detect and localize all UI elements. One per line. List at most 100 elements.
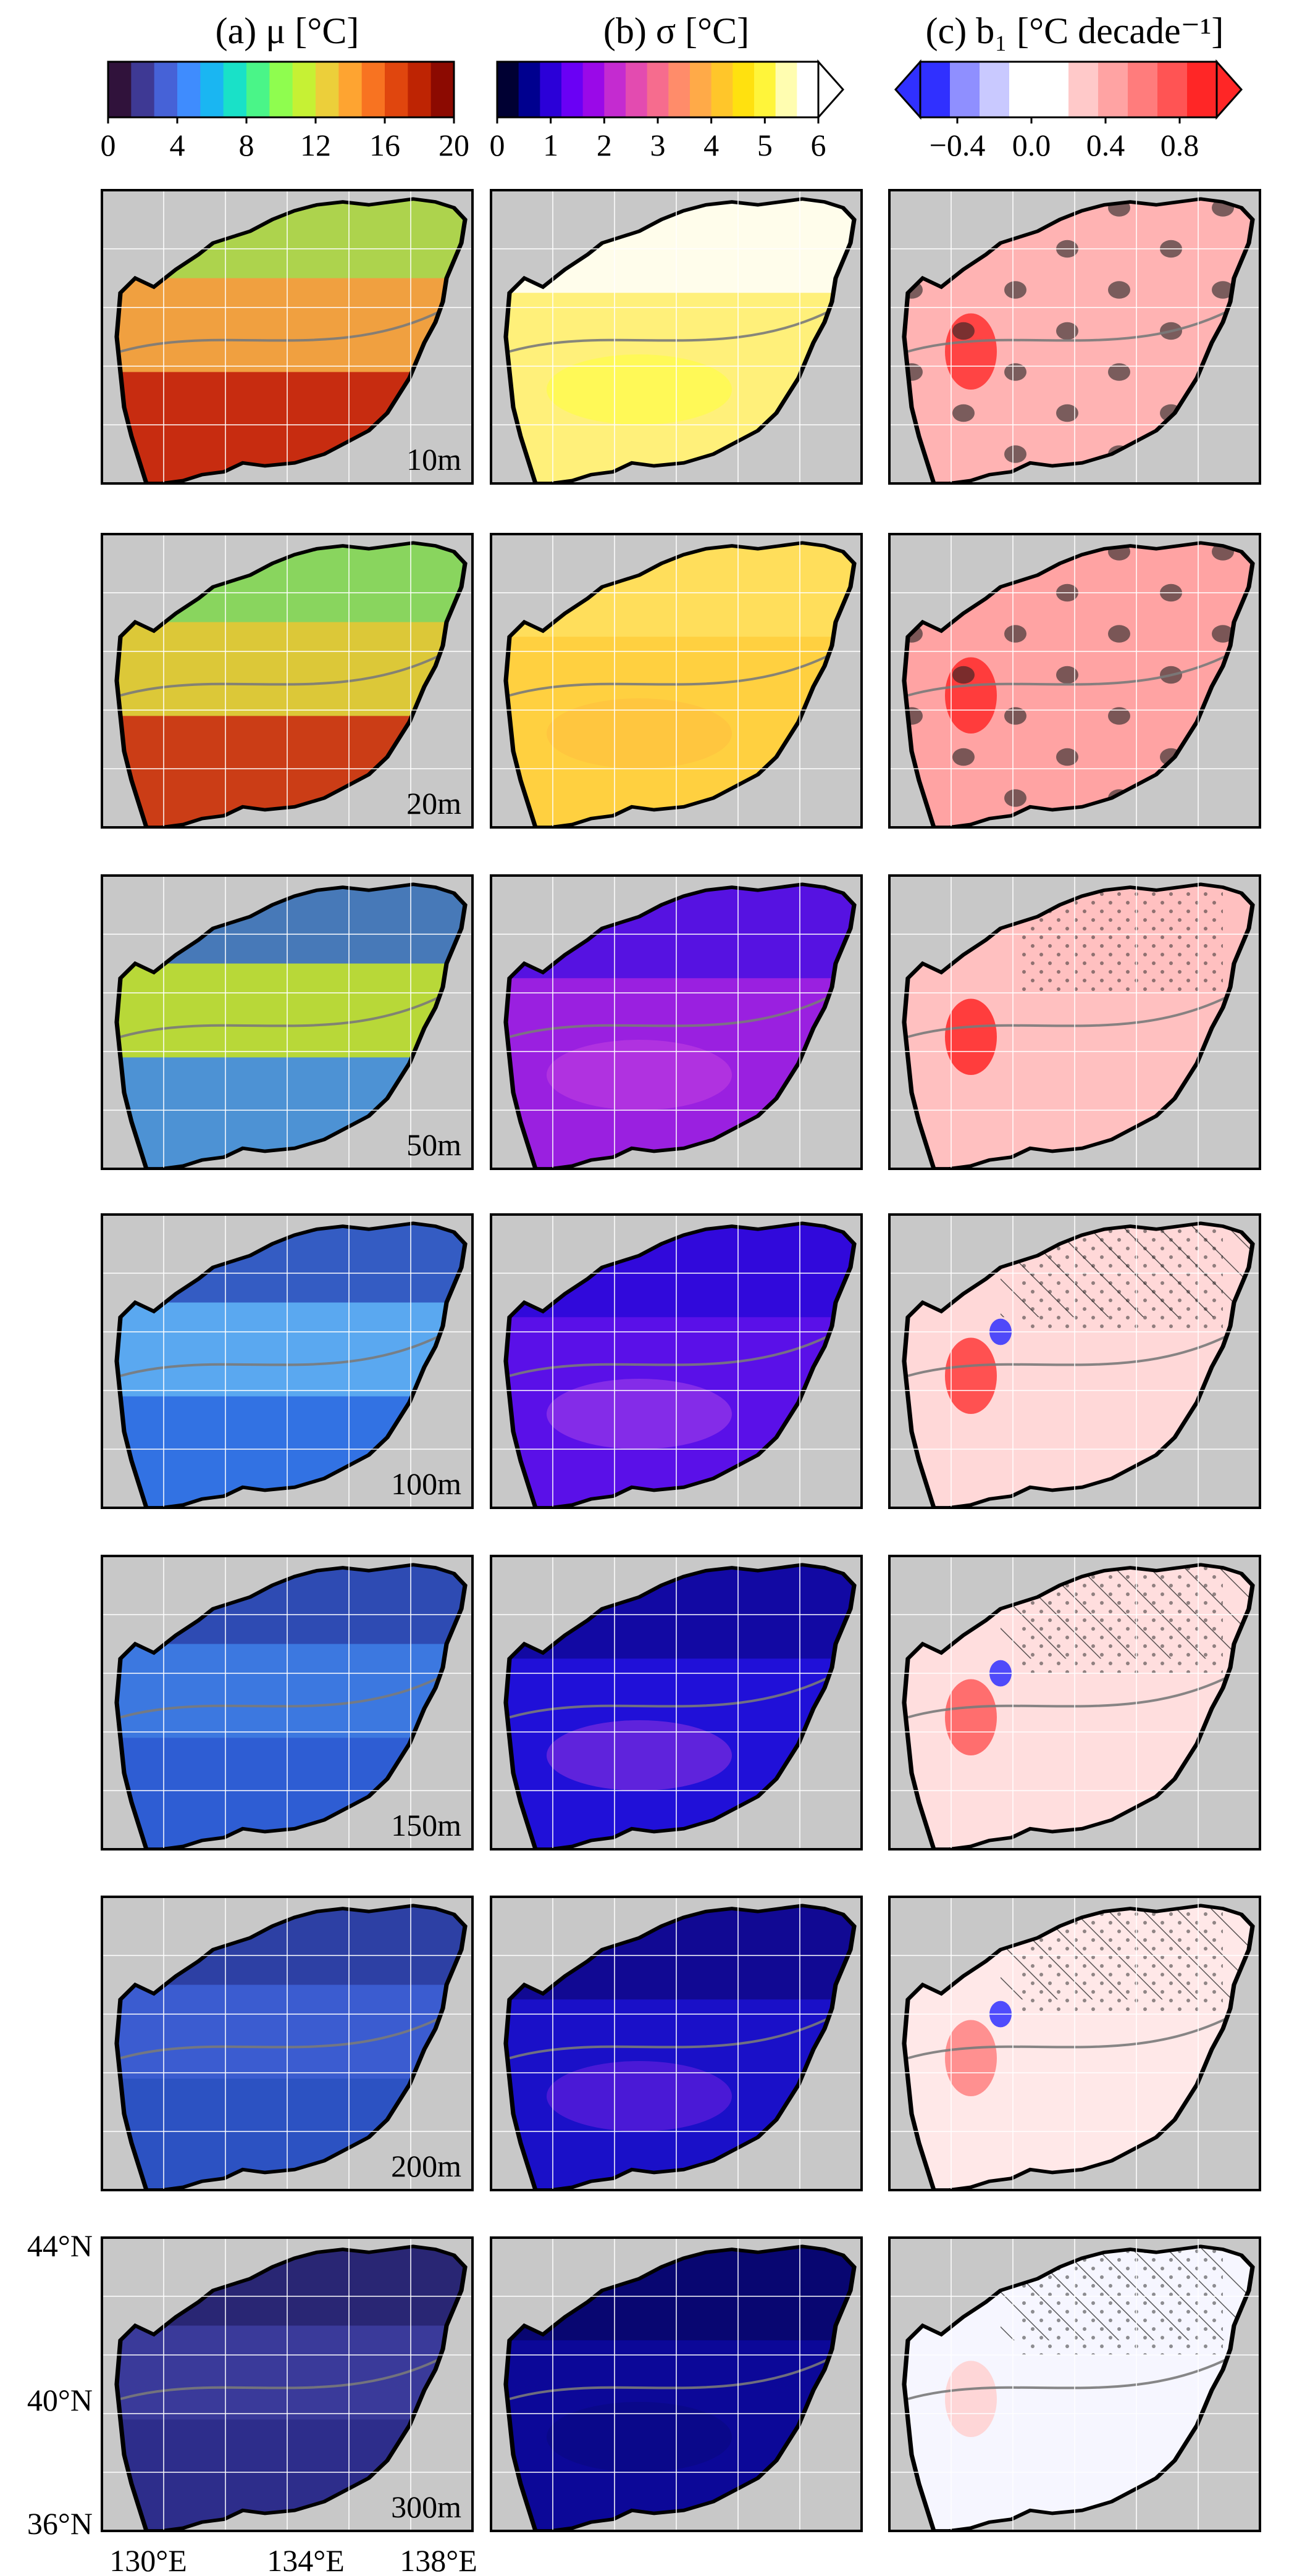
panel-c-150m bbox=[888, 1555, 1261, 1850]
colorbar-swatch bbox=[980, 62, 1010, 117]
colorbar-swatch bbox=[668, 62, 690, 117]
colorbar-tick-label: 0.8 bbox=[1161, 128, 1199, 162]
contour-line bbox=[509, 2013, 837, 2060]
colorbar-swatch bbox=[797, 62, 819, 117]
contour-line bbox=[120, 992, 448, 1039]
panel-frame bbox=[888, 1896, 1261, 2191]
lat-label: 36°N bbox=[27, 2506, 93, 2541]
colorbar-extend-max bbox=[817, 59, 845, 120]
colorbar-tick-label: 8 bbox=[239, 128, 254, 162]
colorbar-sigma: 0 1 2 3 4 5 6 bbox=[490, 59, 845, 162]
panel-frame bbox=[101, 1555, 474, 1850]
lon-label: 130°E bbox=[109, 2543, 187, 2576]
colorbar-swatch bbox=[561, 62, 584, 117]
panel-b-10m bbox=[490, 189, 863, 485]
colorbar-frame bbox=[919, 61, 1218, 119]
gridlines bbox=[102, 1215, 472, 1508]
column-title-c: (c) b₁ [°C decade⁻¹] bbox=[926, 10, 1224, 51]
gridlines bbox=[889, 1215, 1260, 1508]
colorbar-swatch bbox=[711, 62, 733, 117]
gridlines bbox=[889, 2238, 1260, 2531]
panel-frame bbox=[490, 189, 863, 485]
lat-label: 44°N bbox=[27, 2228, 93, 2263]
panel-frame bbox=[888, 2236, 1261, 2532]
colorbar-swatch bbox=[647, 62, 669, 117]
panel-frame bbox=[101, 1896, 474, 2191]
contour-line bbox=[907, 1331, 1236, 1378]
panel-frame bbox=[490, 2236, 863, 2532]
gridlines bbox=[102, 1556, 472, 1849]
panel-frame bbox=[101, 533, 474, 829]
colorbar-tick-label: −0.4 bbox=[930, 128, 986, 162]
colorbar-tick-label: 4 bbox=[703, 128, 719, 162]
panel-b-200m bbox=[490, 1896, 863, 2191]
colorbar-mu: 0 4 8 12 16 20 bbox=[101, 61, 469, 162]
colorbar-swatch bbox=[540, 62, 562, 117]
contour-line bbox=[120, 2013, 448, 2060]
depth-label: 200m bbox=[391, 2149, 461, 2183]
colorbar-extend-min bbox=[894, 59, 921, 120]
gridlines bbox=[102, 190, 472, 483]
colorbar-swatch bbox=[316, 62, 339, 117]
colorbar-swatch bbox=[246, 62, 270, 117]
depth-label: 300m bbox=[391, 2490, 461, 2524]
colorbar-swatch bbox=[154, 62, 178, 117]
colorbar-frame bbox=[107, 61, 455, 119]
colorbar-swatch bbox=[604, 62, 626, 117]
colorbar-tick-label: 12 bbox=[300, 128, 331, 162]
panel-c-20m bbox=[888, 533, 1261, 829]
colorbar-swatch bbox=[690, 62, 712, 117]
colorbar-swatch bbox=[920, 62, 951, 117]
gridlines bbox=[102, 534, 472, 827]
depth-label: 100m bbox=[391, 1466, 461, 1501]
colorbar-tick-label: 6 bbox=[811, 128, 826, 162]
lon-label: 134°E bbox=[267, 2543, 345, 2576]
colorbar-swatch bbox=[950, 62, 980, 117]
lat-label: 40°N bbox=[27, 2383, 93, 2417]
colorbar-swatch bbox=[108, 62, 132, 117]
panel-frame bbox=[490, 1213, 863, 1509]
panel-frame bbox=[888, 1213, 1261, 1509]
panel-frame bbox=[101, 2236, 474, 2532]
panel-b-20m bbox=[490, 533, 863, 829]
gridlines bbox=[889, 1897, 1260, 2190]
contour-line bbox=[907, 306, 1236, 353]
colorbar-swatch bbox=[1039, 62, 1069, 117]
colorbar-tick-label: 20 bbox=[439, 128, 469, 162]
colorbar-swatch bbox=[1128, 62, 1158, 117]
colorbar-tick-label: 0 bbox=[101, 128, 116, 162]
column-titles: (a) μ [°C] (b) σ [°C] (c) b₁ [°C decade⁻¹] bbox=[216, 10, 1224, 51]
panel-grid: 10m 20m 50m 100m 150m 200m 300m bbox=[101, 189, 1261, 2532]
colorbar-swatch bbox=[361, 62, 385, 117]
colorbars: 0 4 8 12 16 20 0 1 2 3 4 5 6 −0.4 0.0 0.4 0.8 bbox=[101, 59, 1243, 162]
panel-frame bbox=[490, 1896, 863, 2191]
contour-line bbox=[509, 992, 837, 1039]
contour-line bbox=[907, 2013, 1236, 2060]
panel-a-300m: 300m bbox=[101, 2236, 474, 2532]
gridlines bbox=[491, 2238, 862, 2531]
gridlines bbox=[491, 1215, 862, 1508]
colorbar-swatch bbox=[292, 62, 316, 117]
gridlines bbox=[491, 1556, 862, 1849]
contour-line bbox=[509, 650, 837, 697]
colorbar-tick-label: 0.0 bbox=[1012, 128, 1051, 162]
gridlines bbox=[102, 876, 472, 1169]
column-title-b: (b) σ [°C] bbox=[603, 10, 749, 51]
panel-c-200m bbox=[888, 1896, 1261, 2191]
panel-b-150m bbox=[490, 1555, 863, 1850]
depth-label: 10m bbox=[406, 442, 461, 477]
axis-labels: 44°N 40°N 36°N 130°E 134°E 138°E bbox=[27, 2228, 477, 2576]
panel-c-300m bbox=[888, 2236, 1261, 2532]
depth-label: 50m bbox=[406, 1127, 461, 1162]
panel-a-10m: 10m bbox=[101, 189, 474, 485]
panel-frame bbox=[888, 189, 1261, 485]
contour-line bbox=[509, 306, 837, 353]
contour-line bbox=[907, 650, 1236, 697]
colorbar-b1: −0.4 0.0 0.4 0.8 bbox=[894, 59, 1243, 162]
gridlines bbox=[889, 876, 1260, 1169]
colorbar-swatch bbox=[408, 62, 432, 117]
gridlines bbox=[889, 534, 1260, 827]
gridlines bbox=[491, 534, 862, 827]
colorbar-swatch bbox=[131, 62, 155, 117]
colorbar-tick-label: 4 bbox=[170, 128, 185, 162]
